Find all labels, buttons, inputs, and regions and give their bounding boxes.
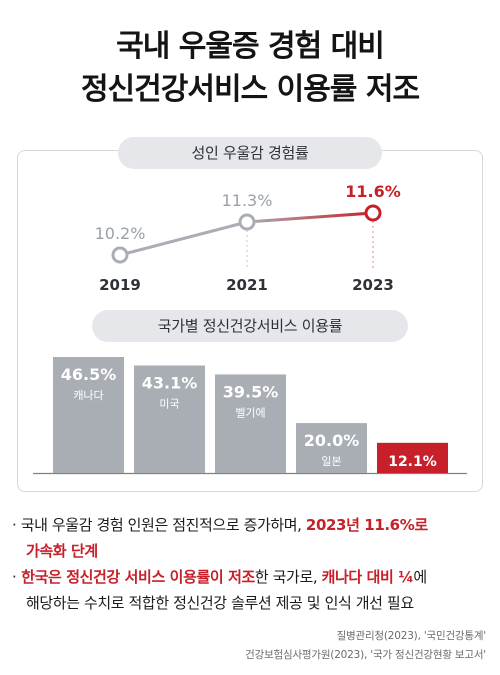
data-label-2021: 11.3% bbox=[222, 191, 273, 210]
bar-일본 bbox=[296, 423, 367, 473]
bar-벨기에 bbox=[215, 374, 286, 473]
bullet-2: · 한국은 정신건강 서비스 이용률이 저조한 국가로, 캐나다 대비 ¼에 bbox=[12, 564, 490, 590]
bullet-2-highlight-b: 캐나다 대비 ¼ bbox=[321, 568, 414, 586]
bar-category-일본: 일본 bbox=[321, 454, 341, 468]
x-tick-2021: 2021 bbox=[226, 276, 268, 294]
bar-캐나다 bbox=[53, 357, 124, 473]
bar-category-한국: 한국 bbox=[402, 475, 422, 488]
bar-chart-title: 국가별 정신건강서비스 이용률 bbox=[92, 310, 408, 342]
line-segment-2 bbox=[245, 211, 375, 224]
x-tick-2023: 2023 bbox=[352, 276, 394, 294]
data-point-2019 bbox=[111, 246, 129, 264]
line-chart-title: 성인 우울감 경험률 bbox=[118, 137, 382, 169]
x-tick-2019: 2019 bbox=[99, 276, 141, 294]
bullet-marker: · bbox=[12, 516, 17, 534]
bar-미국 bbox=[134, 365, 205, 473]
bar-category-캐나다: 캐나다 bbox=[73, 389, 103, 402]
line-segment-1 bbox=[118, 220, 249, 257]
bar-category-미국: 미국 bbox=[159, 397, 179, 410]
bullet-2-text-b: 에 bbox=[413, 568, 427, 586]
data-point-2023 bbox=[364, 204, 382, 222]
main-title-line-2: 정신건강서비스 이용률 저조 bbox=[80, 72, 420, 107]
data-point-2021 bbox=[238, 213, 256, 231]
bar-한국 bbox=[377, 442, 448, 473]
bullet-1-cont: 가속화 단계 bbox=[12, 538, 490, 564]
data-label-2019: 10.2% bbox=[95, 224, 146, 243]
bullet-1: · 국내 우울감 경험 인원은 점진적으로 증가하며, 2023년 11.6%로 bbox=[12, 512, 490, 538]
bullet-2-highlight-a: 한국은 정신건강 서비스 이용률이 저조 bbox=[16, 568, 255, 586]
source-line-2: 건강보험심사평가원(2023), '국가 정신건강현황 보고서' bbox=[245, 649, 486, 661]
bar-value-한국: 12.1% bbox=[388, 454, 437, 470]
bullet-1-highlight-b: 가속화 단계 bbox=[26, 542, 98, 560]
bullet-1-text-a: 국내 우울감 경험 인원은 점진적으로 증가하며, bbox=[16, 516, 306, 534]
bullet-marker: · bbox=[12, 568, 17, 586]
bar-value-캐나다: 46.5% bbox=[61, 365, 117, 384]
bullet-2-cont: 해당하는 수치로 적합한 정신건강 솔루션 제공 및 인식 개선 필요 bbox=[12, 590, 490, 616]
bar-value-일본: 20.0% bbox=[304, 431, 360, 450]
bullet-2-text-c: 해당하는 수치로 적합한 정신건강 솔루션 제공 및 인식 개선 필요 bbox=[26, 594, 414, 612]
bullet-1-highlight-a: 2023년 11.6%로 bbox=[305, 516, 428, 534]
bar-value-미국: 43.1% bbox=[142, 373, 198, 392]
main-title-line-1: 국내 우울증 경험 대비 bbox=[116, 29, 385, 64]
bar-value-벨기에: 39.5% bbox=[223, 382, 279, 401]
summary-bullets: · 국내 우울감 경험 인원은 점진적으로 증가하며, 2023년 11.6%로… bbox=[12, 512, 490, 616]
source-line-1: 질병관리청(2023), '국민건강통계' bbox=[336, 630, 487, 642]
bullet-2-text-a: 한 국가로, bbox=[254, 568, 322, 586]
bar-chart: 46.5% 캐나다 43.1% 미국 39.5% 벨기에 20.0% 일본 12.1% 한국 bbox=[33, 357, 467, 488]
bar-category-벨기에: 벨기에 bbox=[235, 406, 265, 419]
line-chart: 10.2% 2019 11.3% 2021 11.6% 2023 bbox=[95, 182, 401, 294]
data-label-2023: 11.6% bbox=[345, 182, 401, 201]
